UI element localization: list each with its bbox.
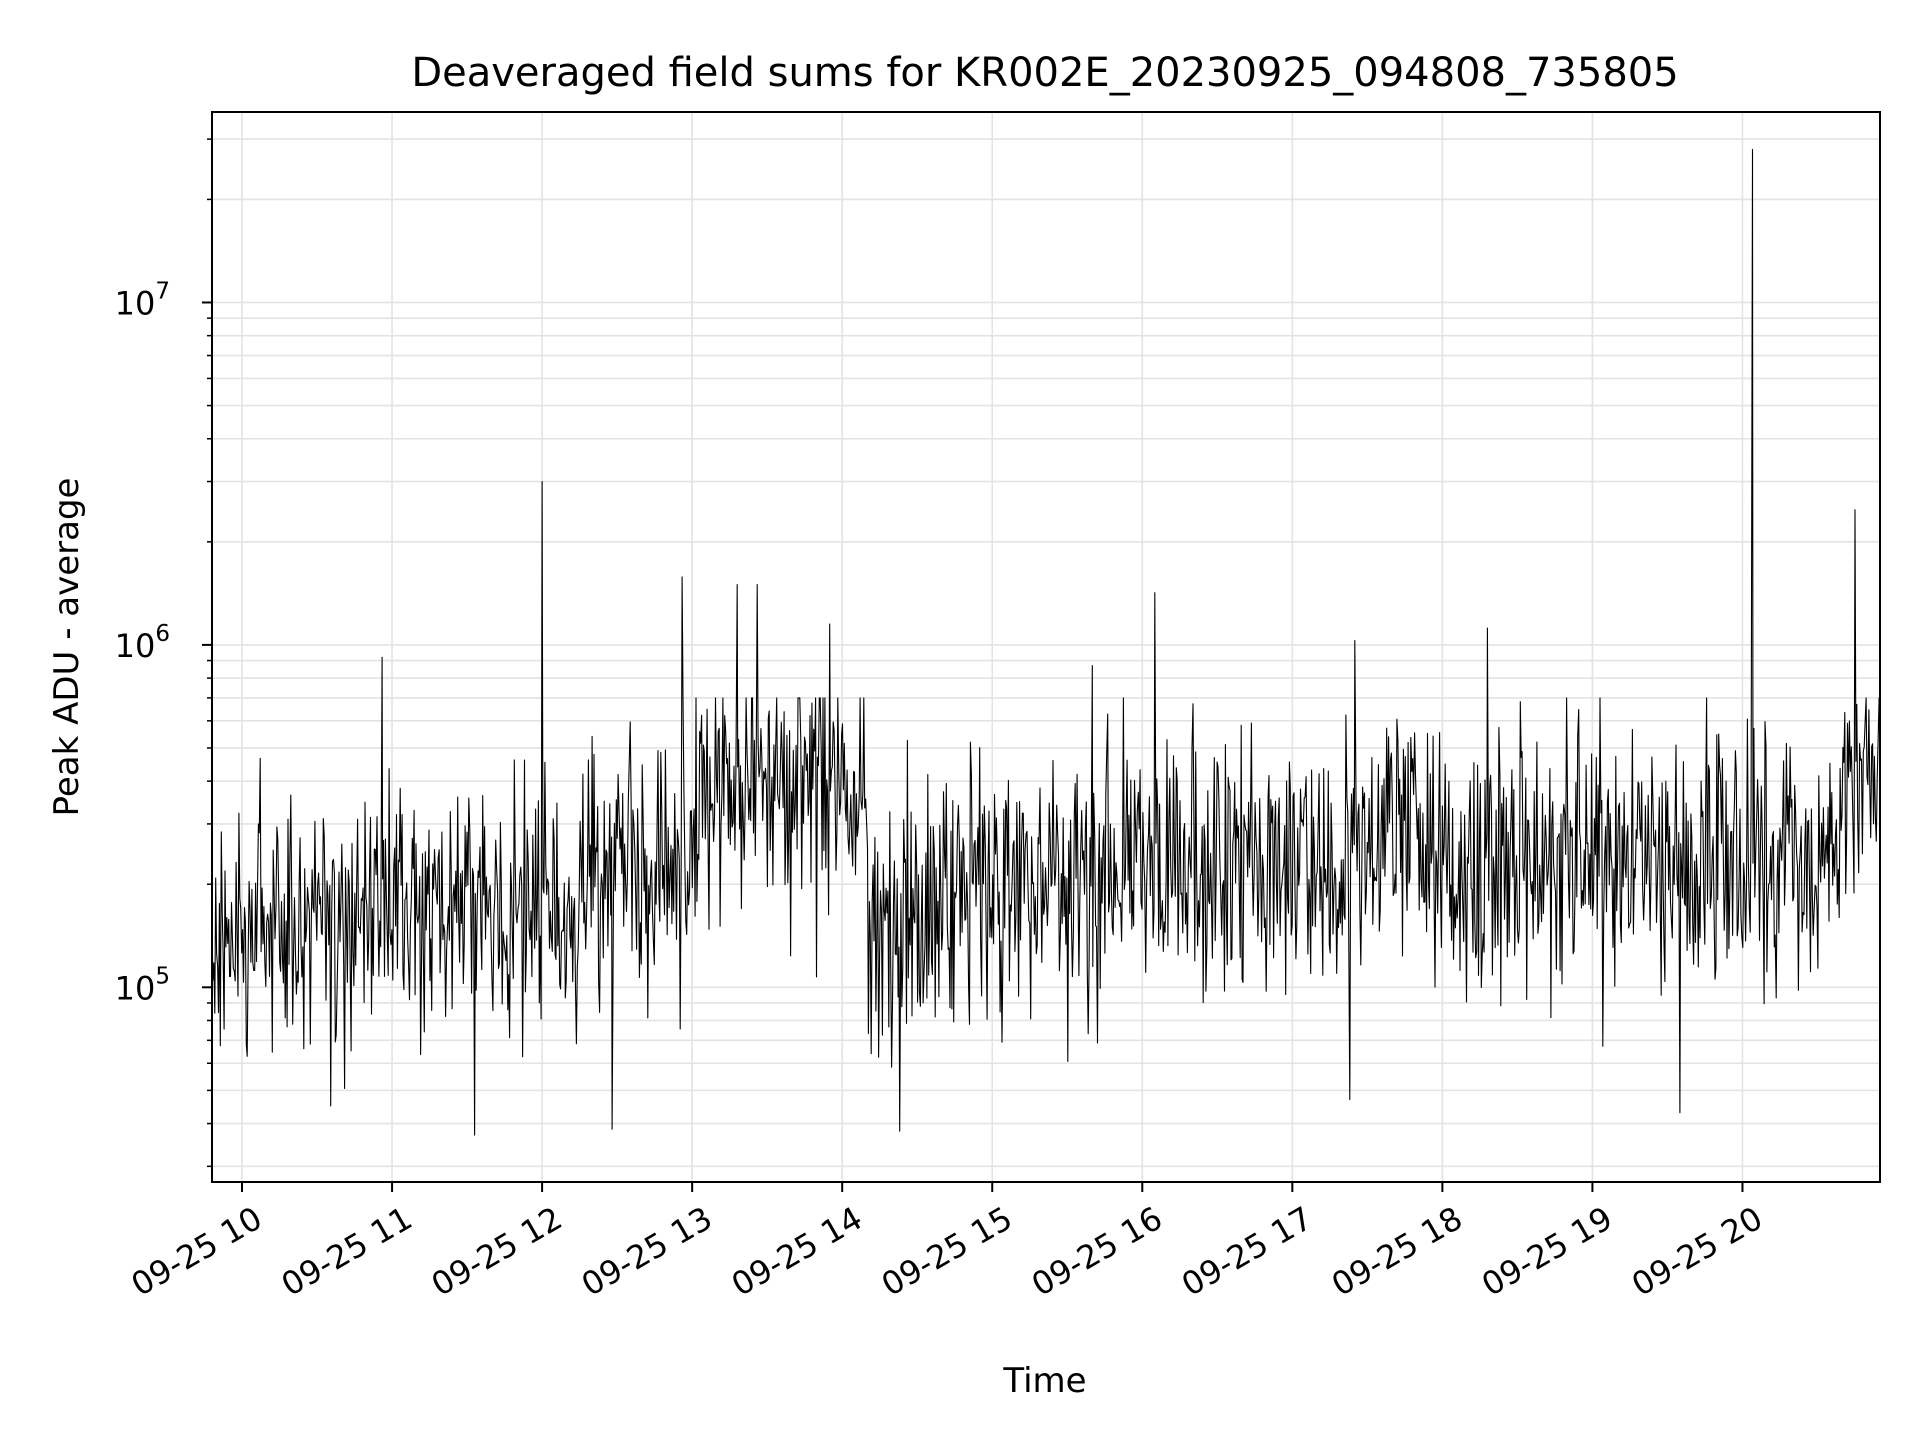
y-tick-label: 106 <box>115 621 170 665</box>
x-ticks: 09-25 10 09-25 11 09-25 12 09-25 13 09-25 14… <box>125 1182 1769 1304</box>
y-ticks: 105 106 107 <box>115 138 212 1168</box>
x-tick-label: 09-25 19 <box>1475 1199 1619 1304</box>
x-tick-label: 09-25 10 <box>125 1199 269 1304</box>
data-series-peak-adu <box>211 148 1880 1136</box>
chart-title: Deaveraged field sums for KR002E_2023092… <box>411 50 1678 96</box>
x-tick-label: 09-25 15 <box>875 1199 1019 1304</box>
series-line <box>211 148 1880 1136</box>
x-tick-label: 09-25 17 <box>1175 1199 1319 1304</box>
x-tick-label: 09-25 20 <box>1625 1199 1769 1304</box>
x-axis-label: Time <box>1002 1361 1086 1401</box>
grid <box>212 112 1880 1182</box>
x-tick-label: 09-25 13 <box>575 1199 719 1304</box>
y-tick-label: 105 <box>115 963 170 1007</box>
plot-frame <box>211 111 1881 1183</box>
y-axis-label: Peak ADU - average <box>47 478 87 817</box>
x-tick-label: 09-25 18 <box>1325 1199 1469 1304</box>
x-tick-label: 09-25 11 <box>275 1199 419 1304</box>
x-tick-label: 09-25 12 <box>425 1199 569 1304</box>
x-tick-label: 09-25 16 <box>1025 1199 1169 1304</box>
x-tick-label: 09-25 14 <box>725 1199 869 1304</box>
y-tick-label: 107 <box>115 278 170 322</box>
